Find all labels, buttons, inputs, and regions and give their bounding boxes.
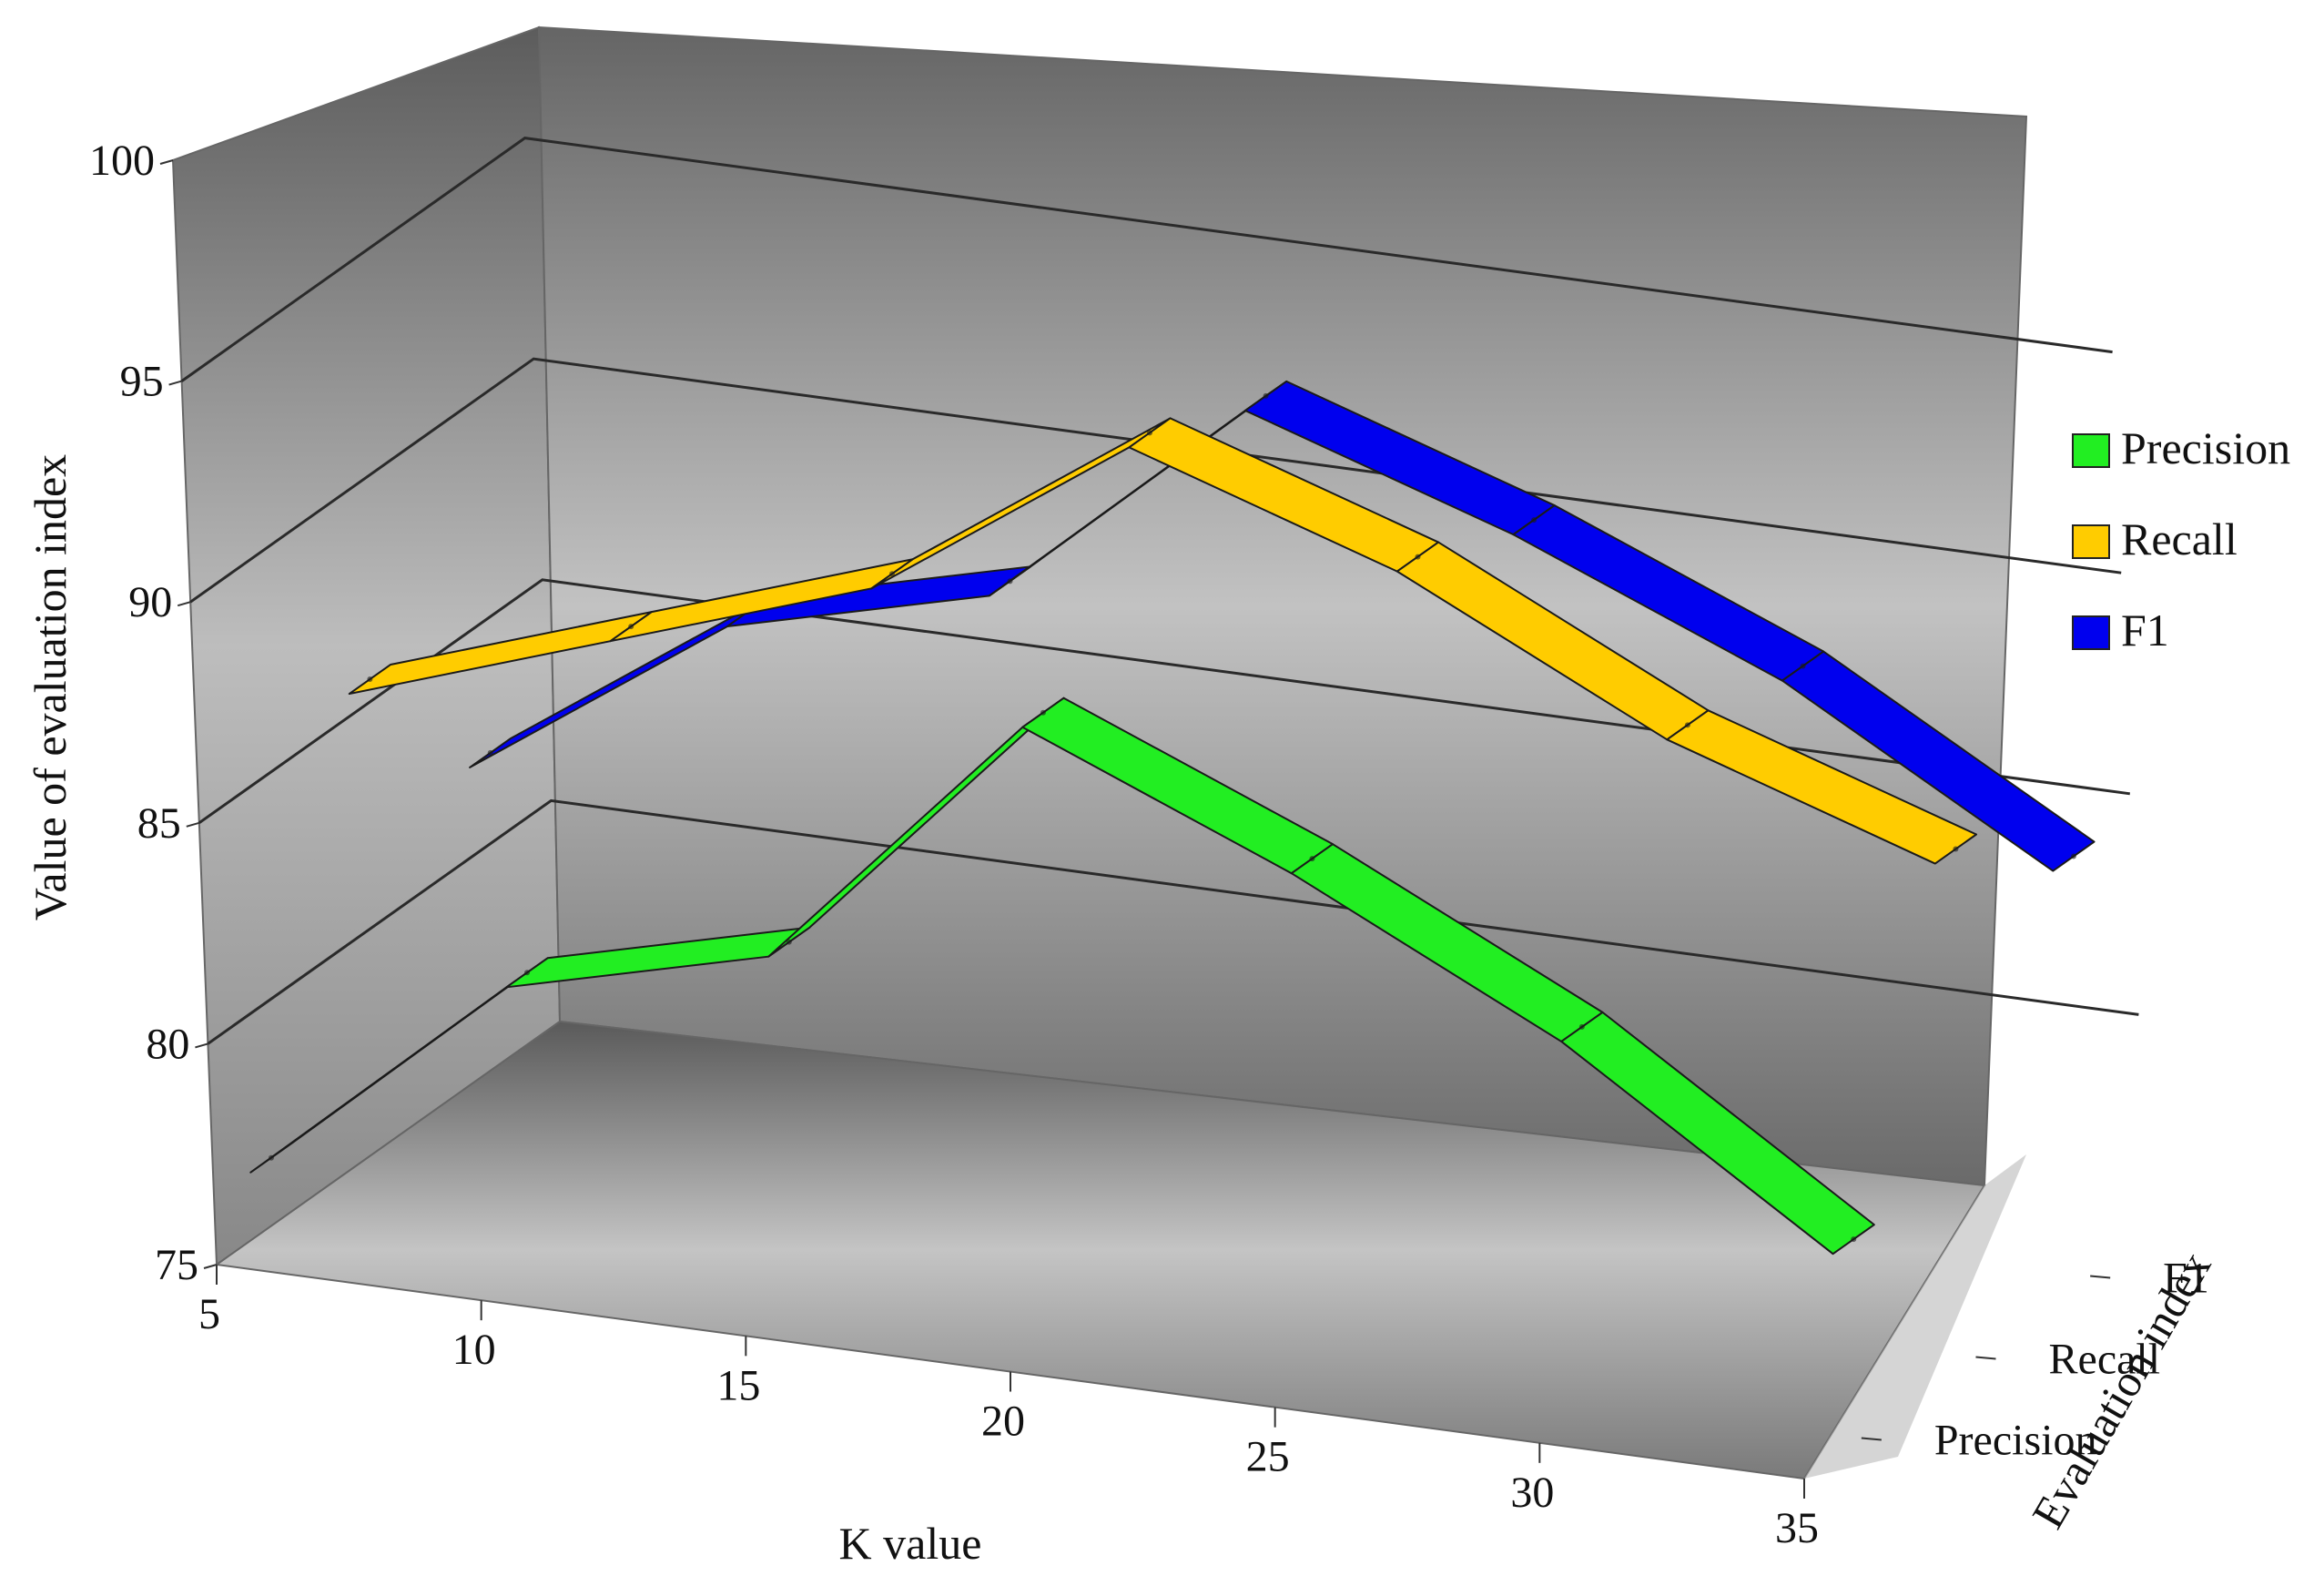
y-tick-mark — [203, 1264, 218, 1269]
data-point — [1800, 663, 1806, 669]
x-tick-label: 10 — [452, 1326, 496, 1374]
series-f1 — [469, 380, 2096, 872]
right-side-panel — [1804, 1154, 2026, 1479]
data-point — [1263, 392, 1269, 399]
y-tick-label: 100 — [89, 137, 155, 185]
z-axis-title: Evaluation index — [2022, 1243, 2221, 1537]
y-tick-label: 85 — [137, 799, 181, 848]
gridline — [207, 798, 2139, 1045]
gridlines — [180, 137, 2139, 1045]
plot-box — [171, 25, 2139, 1480]
x-tick-label: 15 — [716, 1361, 760, 1409]
z-tick-mark — [1975, 1356, 1996, 1360]
gridline — [180, 137, 2113, 382]
data-point — [268, 1154, 274, 1161]
legend-label: F1 — [2121, 605, 2169, 656]
y-tick-mark — [186, 821, 200, 828]
data-point — [1146, 430, 1152, 436]
series-ribbons — [249, 380, 2096, 1256]
y-tick-mark — [177, 601, 191, 607]
ribbon-segment — [1781, 650, 2096, 872]
data-point — [487, 749, 493, 756]
y-tick-label: 75 — [155, 1241, 198, 1289]
y-tick-mark — [195, 1042, 208, 1049]
ribbon-segment — [1666, 709, 1978, 865]
x-tick-label: 25 — [1246, 1433, 1290, 1481]
data-point — [524, 970, 531, 976]
x-tick-label: 20 — [981, 1398, 1025, 1446]
legend: Precision Recall F1 — [2072, 422, 2290, 656]
x-tick-label: 30 — [1510, 1469, 1554, 1517]
data-point — [1531, 517, 1537, 524]
data-point — [1309, 856, 1315, 862]
y-axis-title: Value of evaluation index — [25, 454, 76, 920]
x-tick-label: 5 — [198, 1290, 220, 1338]
legend-swatch — [2072, 524, 2110, 559]
z-tick-label: Precision — [1934, 1417, 2097, 1465]
legend-label: Recall — [2121, 513, 2238, 564]
y-tick-label: 90 — [128, 578, 172, 626]
legend-label: Precision — [2121, 422, 2290, 473]
legend-swatch — [2072, 615, 2110, 650]
z-tick-mark — [2090, 1275, 2111, 1279]
data-point — [1578, 1023, 1585, 1030]
y-tick-label: 80 — [146, 1020, 189, 1068]
y-tick-label: 95 — [120, 358, 164, 406]
data-point — [1040, 709, 1046, 716]
data-point — [628, 624, 634, 630]
y-tick-mark — [159, 159, 174, 165]
data-point — [2070, 853, 2076, 859]
gridline — [198, 578, 2131, 825]
data-point — [1684, 722, 1690, 728]
x-axis: 5 10 15 20 25 30 35 — [198, 1265, 1819, 1552]
data-point — [1007, 578, 1013, 585]
ribbon-segment — [1560, 1011, 1875, 1256]
z-tick-label: Recall — [2049, 1336, 2161, 1384]
x-axis-title: K value — [839, 1518, 982, 1569]
legend-swatch — [2072, 433, 2110, 468]
data-point — [888, 571, 895, 577]
data-point — [1415, 554, 1421, 560]
z-tick-label: F1 — [2163, 1255, 2209, 1303]
z-tick-mark — [1861, 1437, 1882, 1441]
series-precision — [249, 696, 1875, 1256]
data-point — [1851, 1236, 1857, 1243]
x-tick-label: 35 — [1775, 1504, 1819, 1552]
data-point — [786, 939, 792, 945]
gridline — [189, 357, 2122, 604]
series-recall — [348, 417, 1978, 865]
y-tick-mark — [168, 380, 182, 386]
data-point — [1953, 846, 1959, 852]
data-point — [367, 676, 373, 683]
y-axis: 75 80 85 90 95 100 — [89, 137, 218, 1289]
